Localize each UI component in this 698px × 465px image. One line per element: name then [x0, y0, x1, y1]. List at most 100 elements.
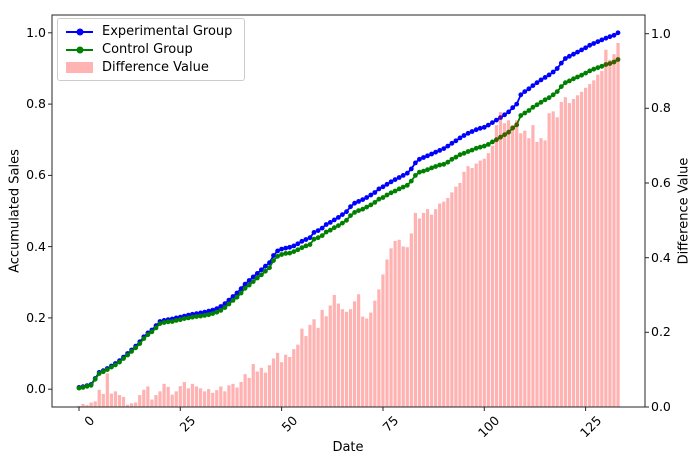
data-point-marker [303, 243, 309, 249]
data-point-marker [331, 225, 337, 231]
data-point-marker [133, 345, 139, 351]
data-point-marker [222, 301, 228, 307]
data-point-marker [384, 181, 390, 187]
data-point-marker [445, 143, 451, 149]
data-point-marker [218, 308, 224, 313]
difference-bar [575, 95, 580, 408]
difference-bar [89, 402, 93, 407]
data-point-marker [210, 307, 216, 313]
data-point-marker [498, 134, 503, 140]
data-point-marker [275, 248, 280, 254]
difference-bar [486, 153, 490, 407]
difference-bar [502, 123, 507, 408]
data-point-marker [534, 80, 540, 86]
difference-bar [442, 201, 446, 407]
difference-bar [300, 328, 304, 407]
difference-bar [458, 183, 462, 407]
data-point-marker [494, 137, 499, 143]
data-point-marker [481, 124, 487, 130]
data-point-marker [603, 35, 609, 41]
difference-bars-group [77, 43, 620, 408]
data-point-marker [563, 80, 568, 86]
data-point-marker [348, 204, 353, 210]
legend-label: Control Group [102, 42, 193, 57]
difference-bar [348, 309, 353, 407]
data-point-marker [364, 204, 370, 210]
difference-bar [292, 349, 296, 407]
y-axis-tick-label-right: 0.0 [651, 399, 671, 414]
data-point-marker [408, 178, 414, 184]
data-point-marker [344, 209, 349, 215]
difference-bar [425, 209, 430, 407]
data-point-marker [145, 332, 151, 338]
legend-item-control: Control Group [66, 42, 232, 57]
data-point-marker [437, 148, 443, 153]
difference-bar [284, 354, 288, 407]
data-point-marker [429, 165, 434, 171]
difference-bar [101, 393, 105, 407]
data-point-marker [194, 314, 199, 319]
data-point-marker [250, 279, 256, 284]
data-point-marker [352, 200, 357, 206]
data-point-marker [364, 195, 370, 200]
difference-bar [198, 388, 203, 407]
data-point-marker [376, 186, 382, 192]
difference-bar [308, 324, 312, 407]
data-point-marker [181, 316, 187, 321]
data-point-marker [457, 135, 463, 141]
data-point-marker [433, 149, 438, 155]
data-point-marker [445, 159, 451, 165]
difference-bar [535, 141, 539, 407]
difference-bar [478, 160, 482, 407]
data-point-marker [372, 200, 378, 205]
data-point-marker [84, 383, 90, 389]
difference-bar [462, 171, 466, 407]
difference-bar [555, 117, 559, 407]
difference-bar [332, 295, 336, 407]
data-point-marker [254, 271, 260, 276]
difference-bar [381, 274, 385, 407]
difference-bar [134, 402, 138, 407]
difference-bar [361, 316, 365, 407]
data-point-marker [283, 245, 289, 251]
data-point-marker [368, 192, 374, 198]
data-point-marker [259, 267, 264, 273]
data-point-marker [226, 297, 232, 303]
data-point-marker [469, 147, 475, 153]
data-point-marker [356, 199, 361, 204]
data-point-marker [202, 313, 208, 318]
data-point-marker [177, 317, 183, 323]
difference-bar [207, 389, 211, 407]
data-point-marker [611, 59, 617, 65]
data-point-marker [490, 139, 495, 145]
data-point-marker [526, 86, 532, 92]
data-point-marker [92, 376, 98, 382]
data-point-marker [587, 42, 593, 48]
data-point-marker [113, 362, 118, 368]
data-point-marker [417, 156, 422, 162]
difference-bar [409, 233, 413, 407]
data-point-marker [563, 56, 568, 61]
data-point-marker [340, 212, 345, 218]
data-point-marker [372, 190, 378, 195]
data-point-marker [526, 108, 532, 113]
data-point-marker [599, 63, 605, 69]
y-axis-tick-label-left: 1.0 [26, 24, 46, 40]
data-point-marker [607, 34, 613, 40]
difference-bar [150, 399, 154, 407]
data-point-marker [522, 110, 528, 116]
legend-line-sample-control [66, 48, 93, 51]
data-point-marker [173, 318, 179, 323]
difference-bar [105, 373, 109, 407]
difference-bar [81, 404, 85, 407]
data-point-marker [567, 53, 572, 59]
difference-bar [93, 401, 97, 407]
data-point-marker [579, 72, 584, 78]
data-point-marker [449, 156, 455, 162]
difference-bar [316, 327, 320, 407]
data-point-marker [336, 223, 341, 229]
data-point-marker [323, 229, 329, 235]
difference-bar [438, 203, 442, 407]
data-point-marker [457, 152, 463, 158]
